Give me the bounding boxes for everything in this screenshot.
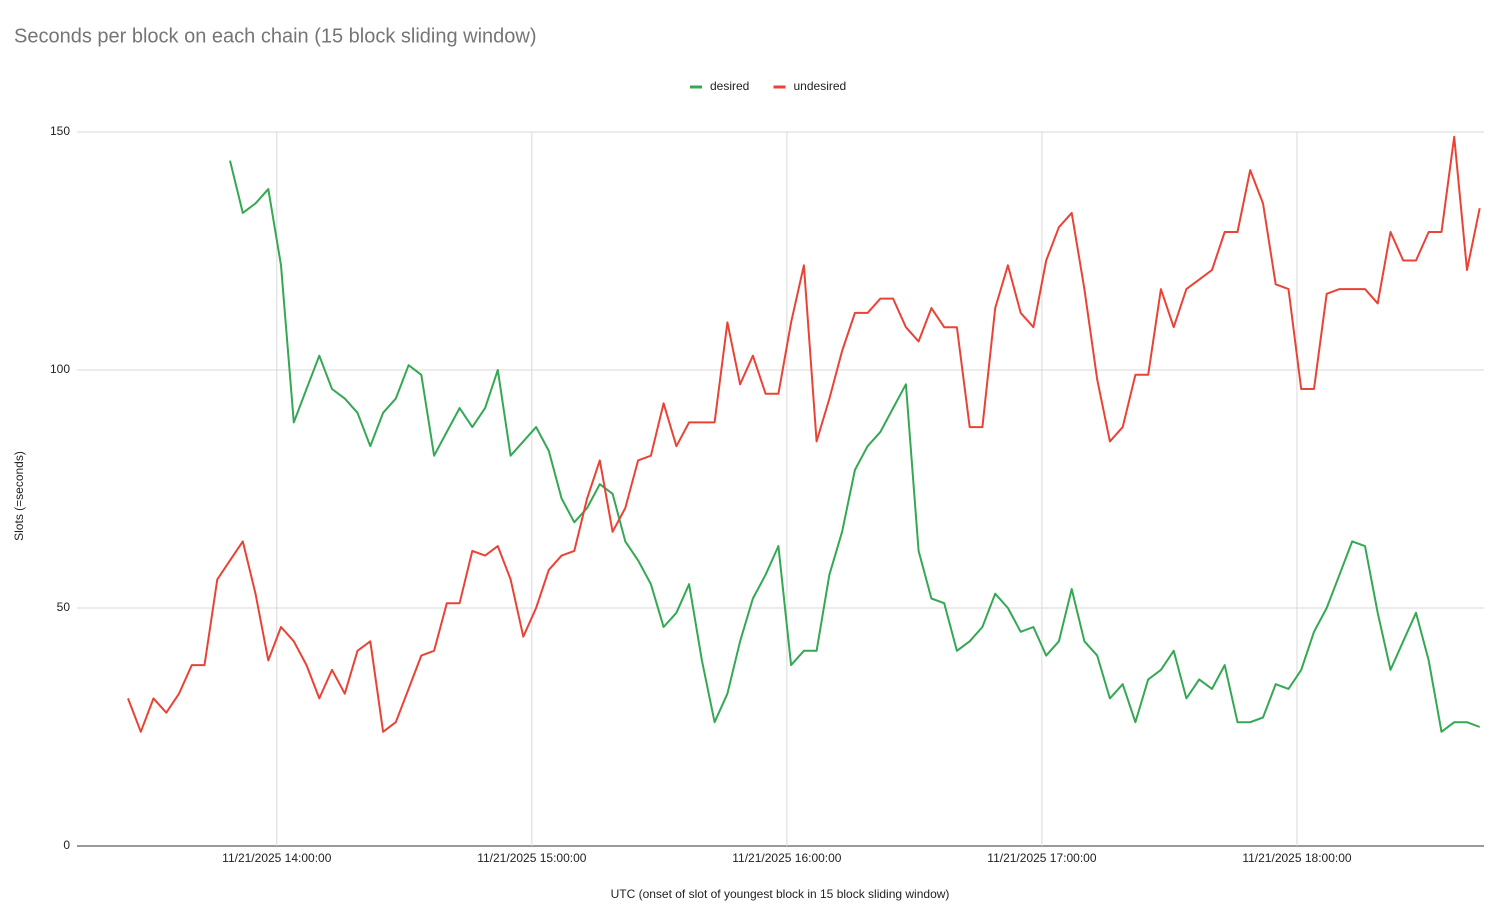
y-tick-label: 0	[63, 838, 70, 852]
y-axis-title: Slots (=seconds)	[12, 451, 26, 541]
y-tick-label: 100	[50, 362, 70, 376]
x-tick-label: 11/21/2025 17:00:00	[987, 851, 1097, 865]
legend-label: undesired	[794, 79, 847, 93]
x-axis-title: UTC (onset of slot of youngest block in …	[611, 887, 950, 901]
y-tick-label: 50	[57, 600, 71, 614]
series-line	[229, 160, 1481, 733]
x-tick-label: 11/21/2025 14:00:00	[222, 851, 332, 865]
series-line	[127, 135, 1481, 733]
y-tick-label: 150	[50, 124, 70, 138]
chart-title: Seconds per block on each chain (15 bloc…	[14, 25, 537, 47]
x-tick-label: 11/21/2025 16:00:00	[732, 851, 842, 865]
x-tick-label: 11/21/2025 15:00:00	[477, 851, 587, 865]
x-tick-label: 11/21/2025 18:00:00	[1242, 851, 1352, 865]
legend-label: desired	[710, 79, 749, 93]
